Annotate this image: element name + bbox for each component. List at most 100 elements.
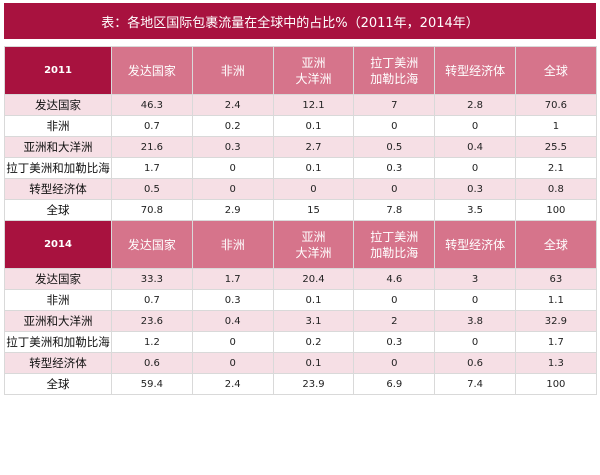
value-cell: 0.6: [111, 352, 193, 374]
value-cell: 33.3: [111, 268, 193, 290]
column-header-line: 发达国家: [127, 63, 176, 78]
value-cell: 0.1: [272, 289, 355, 311]
column-header-line: 大洋洲: [295, 71, 332, 86]
value-cell: 0.2: [272, 331, 355, 353]
value-cell: 0.6: [434, 352, 516, 374]
value-cell: 2.1: [514, 157, 597, 179]
value-cell: 1.7: [191, 268, 274, 290]
table-row: 发达国家 33.3 1.7 20.4 4.6 3 63: [4, 268, 597, 290]
table-row: 亚洲和大洋洲 21.6 0.3 2.7 0.5 0.4 25.5: [4, 136, 597, 158]
value-cell: 20.4: [272, 268, 355, 290]
value-cell: 0: [191, 157, 274, 179]
value-cell: 0: [353, 352, 436, 374]
value-cell: 70.8: [111, 199, 193, 221]
row-label: 全球: [4, 373, 112, 395]
value-cell: 0: [353, 289, 436, 311]
value-cell: 3.1: [272, 310, 355, 332]
table-row: 亚洲和大洋洲 23.6 0.4 3.1 2 3.8 32.9: [4, 310, 597, 332]
value-cell: 0: [434, 289, 516, 311]
table-row: 转型经济体 0.5 0 0 0 0.3 0.8: [4, 178, 597, 200]
value-cell: 100: [514, 373, 597, 395]
column-header-line: 转型经济体: [445, 237, 506, 252]
value-cell: 0.4: [191, 310, 274, 332]
column-header: 转型经济体: [434, 220, 516, 269]
header-row-2011: 2011 发达国家 非洲 亚洲 大洋洲 拉丁美洲 加勒比海 转型经济体 全球: [4, 46, 597, 95]
year-cell: 2011: [4, 46, 112, 95]
row-label: 非洲: [4, 115, 112, 137]
value-cell: 1.7: [111, 157, 193, 179]
value-cell: 100: [514, 199, 597, 221]
column-header-line: 大洋洲: [295, 245, 332, 260]
value-cell: 0: [353, 178, 436, 200]
value-cell: 0.1: [272, 115, 355, 137]
column-header-line: 加勒比海: [370, 245, 419, 260]
value-cell: 0: [434, 115, 516, 137]
value-cell: 0.1: [272, 157, 355, 179]
value-cell: 23.9: [272, 373, 355, 395]
value-cell: 2.4: [191, 94, 274, 116]
column-header-line: 加勒比海: [370, 71, 419, 86]
value-cell: 63: [514, 268, 597, 290]
row-label: 转型经济体: [4, 178, 112, 200]
table-body: 2011 发达国家 非洲 亚洲 大洋洲 拉丁美洲 加勒比海 转型经济体 全球 发达国家 46.3 2.…: [4, 46, 597, 395]
table-row: 拉丁美洲和加勒比海 1.7 0 0.1 0.3 0 2.1: [4, 157, 597, 179]
value-cell: 0: [353, 115, 436, 137]
row-label: 拉丁美洲和加勒比海: [4, 157, 112, 179]
value-cell: 0.5: [111, 178, 193, 200]
value-cell: 32.9: [514, 310, 597, 332]
column-header: 亚洲 大洋洲: [272, 46, 355, 95]
value-cell: 6.9: [353, 373, 436, 395]
value-cell: 0.3: [353, 331, 436, 353]
table-row: 非洲 0.7 0.2 0.1 0 0 1: [4, 115, 597, 137]
column-header: 发达国家: [111, 46, 193, 95]
row-label: 全球: [4, 199, 112, 221]
value-cell: 23.6: [111, 310, 193, 332]
row-label: 拉丁美洲和加勒比海: [4, 331, 112, 353]
value-cell: 0: [272, 178, 355, 200]
value-cell: 70.6: [514, 94, 597, 116]
value-cell: 0.3: [191, 289, 274, 311]
column-header-line: 非洲: [220, 63, 245, 78]
column-header: 转型经济体: [434, 46, 516, 95]
value-cell: 3.5: [434, 199, 516, 221]
row-label: 发达国家: [4, 268, 112, 290]
value-cell: 46.3: [111, 94, 193, 116]
value-cell: 1.1: [514, 289, 597, 311]
row-label: 发达国家: [4, 94, 112, 116]
value-cell: 0: [191, 331, 274, 353]
value-cell: 7.8: [353, 199, 436, 221]
column-header: 全球: [514, 220, 597, 269]
value-cell: 15: [272, 199, 355, 221]
value-cell: 2: [353, 310, 436, 332]
value-cell: 0.3: [353, 157, 436, 179]
value-cell: 2.7: [272, 136, 355, 158]
column-header-line: 拉丁美洲: [370, 55, 419, 70]
value-cell: 0.5: [353, 136, 436, 158]
column-header-line: 全球: [543, 237, 568, 252]
value-cell: 0.4: [434, 136, 516, 158]
value-cell: 7.4: [434, 373, 516, 395]
row-label: 转型经济体: [4, 352, 112, 374]
column-header: 全球: [514, 46, 597, 95]
value-cell: 3.8: [434, 310, 516, 332]
value-cell: 2.9: [191, 199, 274, 221]
value-cell: 0: [434, 157, 516, 179]
value-cell: 0: [191, 352, 274, 374]
row-label: 非洲: [4, 289, 112, 311]
column-header: 非洲: [191, 46, 274, 95]
value-cell: 3: [434, 268, 516, 290]
value-cell: 0: [434, 331, 516, 353]
column-header: 非洲: [191, 220, 274, 269]
column-header: 拉丁美洲 加勒比海: [353, 46, 436, 95]
table-title: 表：各地区国际包裹流量在全球中的占比%（2011年，2014年）: [4, 3, 596, 39]
column-header: 发达国家: [111, 220, 193, 269]
value-cell: 0.3: [434, 178, 516, 200]
value-cell: 1.2: [111, 331, 193, 353]
value-cell: 0.1: [272, 352, 355, 374]
value-cell: 25.5: [514, 136, 597, 158]
column-header: 亚洲 大洋洲: [272, 220, 355, 269]
table-row: 非洲 0.7 0.3 0.1 0 0 1.1: [4, 289, 597, 311]
value-cell: 4.6: [353, 268, 436, 290]
value-cell: 0.7: [111, 289, 193, 311]
value-cell: 7: [353, 94, 436, 116]
